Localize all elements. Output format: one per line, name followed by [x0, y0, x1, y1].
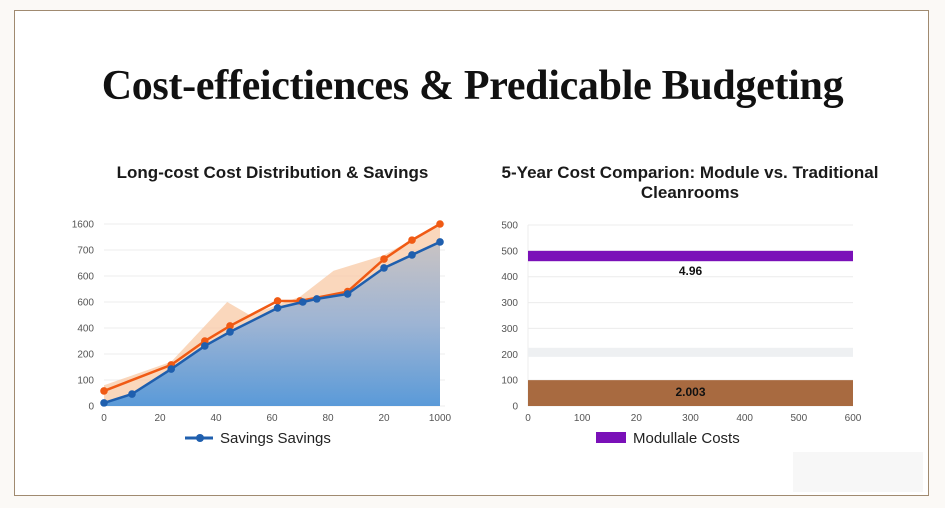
cost-point: [380, 255, 388, 263]
savings-line: [103, 240, 441, 405]
cost-point: [100, 387, 108, 395]
savings-point: [408, 251, 416, 259]
x-tick-label: 1000: [429, 413, 452, 424]
x-tick-label: 20: [378, 413, 390, 424]
savings-point: [299, 298, 307, 306]
cost-point: [436, 220, 444, 228]
legend-label: Modullale Costs: [633, 430, 740, 447]
x-tick-label: 600: [845, 413, 862, 424]
y-tick-label: 600: [77, 298, 94, 309]
y-tick-label: 400: [501, 272, 518, 283]
bar: [528, 250, 853, 262]
y-tick-label: 100: [501, 376, 518, 387]
right-chart-title: 5-Year Cost Comparion: Module vs. Tradit…: [501, 163, 879, 202]
y-tick-label: 0: [88, 402, 94, 413]
x-tick-label: 100: [574, 413, 591, 424]
y-tick-label: 200: [77, 350, 94, 361]
savings-point: [436, 238, 444, 246]
bar-data-label: 2.003: [675, 385, 705, 399]
cost-point: [408, 236, 416, 244]
decorative-panel: [793, 452, 923, 492]
savings-area: [104, 241, 440, 406]
x-tick-label: 60: [266, 413, 278, 424]
y-tick-label: 500: [501, 221, 518, 232]
savings-point: [273, 304, 282, 312]
y-tick-label: 500: [501, 246, 518, 257]
left-chart-title: Long-cost Cost Distribution & Savings: [116, 163, 429, 182]
cost-point: [273, 297, 282, 305]
savings-point: [380, 264, 388, 272]
bar: [528, 347, 853, 357]
savings-point: [343, 290, 352, 298]
y-tick-label: 300: [501, 298, 518, 309]
y-tick-label: 700: [77, 246, 94, 257]
legend-label: Savings Savings: [220, 430, 331, 447]
x-tick-label: 20: [631, 413, 643, 424]
legend-swatch-icon: [596, 432, 626, 443]
bar: [528, 380, 853, 406]
x-tick-label: 40: [210, 413, 222, 424]
x-tick-label: 500: [790, 413, 807, 424]
y-tick-label: 600: [77, 272, 94, 283]
bar-data-label: 4.96: [679, 264, 703, 278]
legend-marker-icon: [196, 434, 204, 442]
x-tick-label: 300: [682, 413, 699, 424]
y-tick-label: 200: [501, 350, 518, 361]
y-tick-label: 1600: [72, 220, 95, 231]
x-tick-label: 0: [525, 413, 531, 424]
cost-point: [226, 322, 234, 330]
x-tick-label: 80: [322, 413, 334, 424]
y-tick-label: 400: [77, 324, 94, 335]
savings-point: [100, 399, 108, 407]
y-tick-label: 0: [512, 402, 518, 413]
y-tick-label: 100: [77, 376, 94, 387]
x-tick-label: 20: [154, 413, 166, 424]
savings-point: [128, 390, 136, 398]
cost-line: [103, 222, 441, 393]
savings-point: [167, 365, 175, 373]
x-tick-label: 400: [736, 413, 753, 424]
savings-point: [226, 328, 234, 336]
savings-point: [201, 342, 209, 350]
page-title: Cost-effeictiences & Predicable Budgetin…: [101, 63, 844, 109]
y-tick-label: 300: [501, 324, 518, 335]
savings-point: [313, 295, 321, 303]
x-tick-label: 0: [101, 413, 107, 424]
